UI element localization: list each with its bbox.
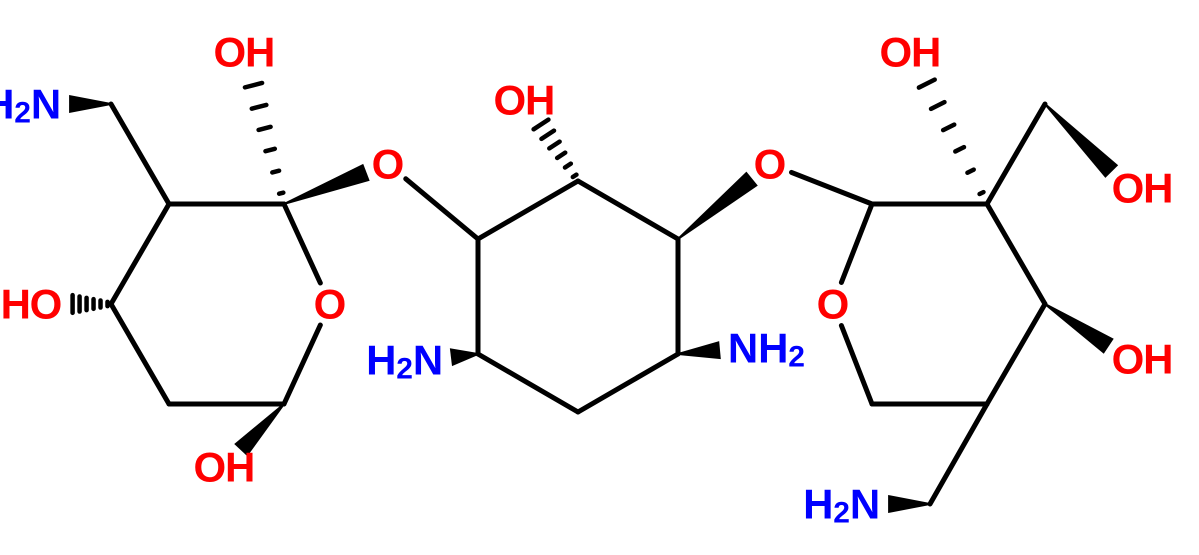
atom-label-char: O xyxy=(1112,336,1145,383)
wedge-bond xyxy=(284,164,370,205)
hash-bond-segment xyxy=(272,171,279,173)
atom-label-char: 2 xyxy=(833,497,850,530)
wedge-bond xyxy=(888,495,930,513)
atom-label-char: H xyxy=(1143,165,1173,212)
hash-bond-segment xyxy=(967,170,973,173)
single-bond xyxy=(841,326,872,404)
hash-bond-segment xyxy=(565,164,571,168)
single-bond xyxy=(578,181,678,239)
wedge-bond xyxy=(1044,103,1118,178)
hash-bond-segment xyxy=(931,102,944,109)
atom-label-char: O xyxy=(754,141,787,188)
molecule-diagram: H2NOHHOOOOHH2NOHNH2OOOHOHOHH2N xyxy=(0,0,1199,555)
single-bond xyxy=(478,181,578,239)
hash-bond-segment xyxy=(245,83,262,87)
atom-label-char: H xyxy=(525,77,555,124)
single-bond xyxy=(111,304,169,404)
hash-bond-segment xyxy=(943,125,954,131)
atom-label-char: H xyxy=(911,29,941,76)
atom-label-char: N xyxy=(850,481,880,528)
wedge-bond xyxy=(677,172,757,240)
atom-label-char: 2 xyxy=(14,97,31,130)
atom-label-char: O xyxy=(817,281,850,328)
wedge-bond xyxy=(450,348,478,366)
single-bond xyxy=(111,104,169,204)
atom-label-char: N xyxy=(728,325,758,372)
hash-bond-segment xyxy=(980,192,984,194)
atom-label-char: H xyxy=(0,81,14,128)
wedge-bond xyxy=(1044,303,1113,354)
atom-label-char: O xyxy=(880,29,913,76)
wedge-bond xyxy=(678,341,721,359)
single-bond xyxy=(930,404,987,504)
atom-label-char: H xyxy=(803,481,833,528)
hash-bond-segment xyxy=(549,142,559,149)
hash-bond-segment xyxy=(541,131,554,139)
atom-label-char: O xyxy=(1112,165,1145,212)
atom-label-char: N xyxy=(31,81,61,128)
hash-bond-segment xyxy=(557,153,565,158)
atom-label-char: H xyxy=(245,29,275,76)
hash-bond-segment xyxy=(252,105,267,109)
atom-label-char: H xyxy=(758,325,788,372)
atom-label-char: O xyxy=(30,281,63,328)
wedge-bond xyxy=(69,95,111,113)
hash-bond-segment xyxy=(573,175,577,177)
hash-bond-segment xyxy=(955,147,964,151)
single-bond xyxy=(987,204,1045,304)
single-bond xyxy=(792,172,872,204)
labels-layer: H2NOHHOOOOHH2NOHNH2OOOHOHOHH2N xyxy=(0,29,1173,530)
single-bond xyxy=(111,204,169,304)
hash-bond-segment xyxy=(265,149,274,151)
atom-label-char: H xyxy=(366,337,396,384)
atom-label-char: 2 xyxy=(396,353,413,386)
atom-label-char: H xyxy=(225,444,255,491)
single-bond xyxy=(478,354,578,412)
atom-label-char: 2 xyxy=(788,341,805,374)
atom-label-char: H xyxy=(1143,336,1173,383)
atom-label-char: O xyxy=(214,29,247,76)
hash-bond-segment xyxy=(259,127,271,130)
atom-label-char: O xyxy=(314,281,347,328)
single-bond xyxy=(284,204,320,283)
atom-label-char: O xyxy=(372,141,405,188)
atom-label-char: N xyxy=(413,337,443,384)
single-bond xyxy=(987,104,1045,204)
atom-label-char: O xyxy=(494,77,527,124)
atom-label-char: O xyxy=(194,444,227,491)
single-bond xyxy=(284,325,320,404)
single-bond xyxy=(841,204,872,282)
hash-bond-segment xyxy=(919,80,935,88)
atom-label-char: H xyxy=(1,281,31,328)
single-bond xyxy=(578,354,678,412)
hash-bond-segment xyxy=(279,193,283,194)
single-bond xyxy=(987,304,1045,404)
single-bond xyxy=(406,179,478,239)
